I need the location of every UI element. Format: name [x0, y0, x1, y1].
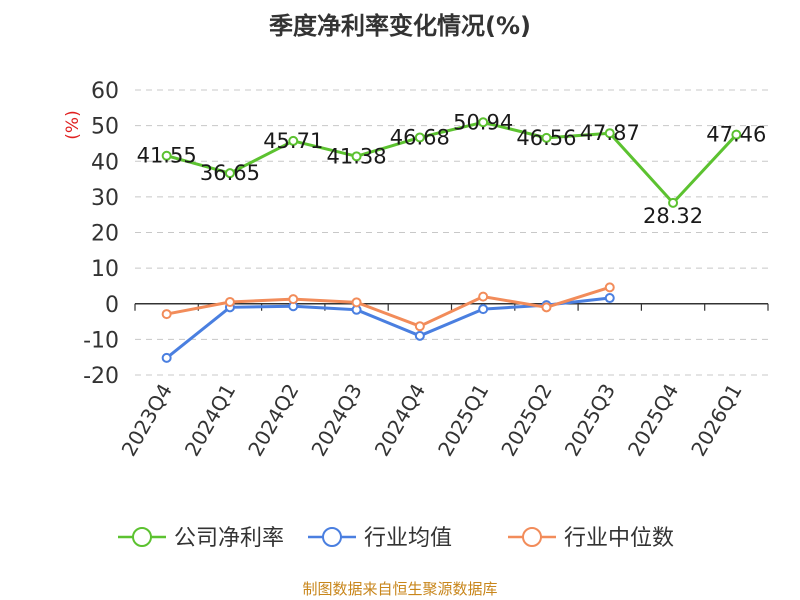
series-line	[166, 120, 738, 205]
chart-title: 季度净利率变化情况(%)	[269, 12, 531, 40]
legend-marker	[132, 527, 152, 547]
y-tick-label: 40	[91, 150, 119, 175]
data-label: 41.55	[137, 144, 197, 168]
y-tick-label: 30	[91, 186, 119, 211]
legend-label: 公司净利率	[174, 526, 284, 551]
x-tick-label: 2025Q1	[433, 380, 493, 461]
data-label: 47.46	[706, 123, 766, 147]
x-tick-label: 2025Q4	[623, 380, 683, 461]
data-point	[351, 151, 362, 162]
y-tick-label: 10	[91, 257, 119, 282]
data-label: 50.94	[453, 110, 513, 134]
data-point	[541, 302, 552, 313]
series-lines	[161, 117, 742, 363]
data-point	[161, 150, 172, 161]
y-tick-label: 20	[91, 222, 119, 247]
x-tick-labels: 2023Q4 2024Q1 2024Q2 2024Q3 2024Q4 2025Q1 2025…	[117, 380, 747, 461]
x-tick-label: 2024Q1	[180, 380, 240, 461]
legend-marker	[522, 527, 542, 547]
data-point	[478, 117, 489, 128]
legend[interactable]: 公司净利率 行业均值 行业中位数	[118, 526, 674, 551]
legend-label: 行业中位数	[564, 526, 674, 551]
series-line	[166, 285, 611, 328]
data-point	[161, 352, 172, 363]
data-point	[414, 132, 425, 143]
data-point	[414, 321, 425, 332]
data-point	[604, 128, 615, 139]
data-source-note: 制图数据来自恒生聚源数据库	[302, 580, 497, 598]
data-label: 47.87	[580, 121, 640, 145]
legend-item[interactable]: 行业中位数	[508, 526, 674, 551]
y-tick-label: -20	[83, 364, 119, 389]
y-tick-labels: 60 50 40 30 20 10 0 -10 -20	[83, 79, 119, 389]
data-point	[541, 132, 552, 143]
legend-label: 行业均值	[364, 526, 452, 551]
data-label: 45.71	[263, 129, 323, 153]
data-point	[351, 297, 362, 308]
data-point	[224, 296, 235, 307]
data-label: 46.56	[516, 126, 576, 150]
data-point	[731, 129, 742, 140]
data-point	[414, 330, 425, 341]
y-tick-label: 60	[91, 79, 119, 104]
data-point	[668, 197, 679, 208]
x-tick-label: 2025Q3	[560, 380, 620, 461]
y-tick-label: -10	[83, 328, 119, 353]
y-tick-label: 0	[105, 293, 119, 318]
data-point	[478, 291, 489, 302]
data-point	[161, 309, 172, 320]
data-point	[604, 293, 615, 304]
data-label: 36.65	[200, 161, 260, 185]
y-tick-label: 50	[91, 115, 119, 140]
x-tick-label: 2025Q2	[496, 380, 556, 461]
grid-lines	[135, 89, 768, 376]
x-tick-label: 2024Q4	[370, 380, 430, 461]
legend-marker	[322, 527, 342, 547]
data-label: 28.32	[643, 204, 703, 228]
x-tick-label: 2026Q1	[686, 380, 746, 461]
x-tick-label: 2023Q4	[117, 380, 177, 461]
legend-item[interactable]: 公司净利率	[118, 526, 284, 551]
data-point	[224, 168, 235, 179]
data-point	[478, 304, 489, 315]
y-axis-unit: (%)	[63, 110, 83, 139]
x-tick-label: 2024Q3	[306, 380, 366, 461]
data-point	[288, 294, 299, 305]
x-tick-label: 2024Q2	[243, 380, 303, 461]
data-point	[288, 135, 299, 146]
data-label: 46.68	[390, 125, 450, 149]
data-point	[604, 282, 615, 293]
legend-item[interactable]: 行业均值	[308, 526, 452, 551]
data-label: 41.38	[326, 144, 386, 168]
